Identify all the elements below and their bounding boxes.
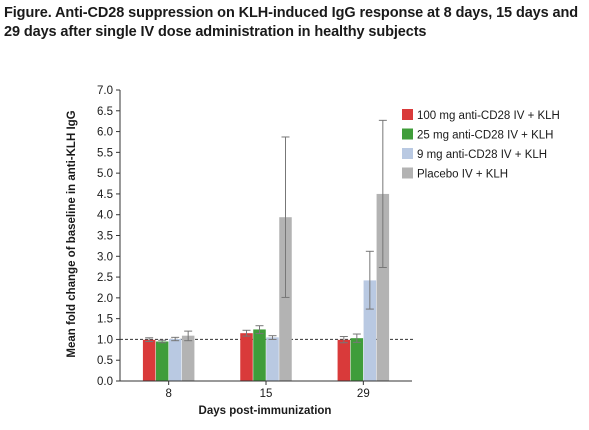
y-tick-label: 3.5 [97, 231, 113, 243]
bar [168, 339, 182, 381]
legend-swatch [402, 109, 413, 120]
legend-label: Placebo IV + KLH [417, 169, 508, 181]
y-tick-label: 1.5 [97, 314, 113, 326]
y-tick-label: 3.0 [97, 251, 113, 263]
y-tick-label: 2.5 [97, 272, 113, 284]
x-axis-title: Days post-immunization [199, 405, 332, 417]
y-tick-label: 5.0 [97, 168, 113, 180]
y-tick-label: 6.5 [97, 106, 113, 118]
bar [279, 217, 292, 381]
y-tick-label: 6.0 [97, 127, 113, 139]
bar [337, 339, 351, 381]
bar [266, 337, 279, 381]
bar [350, 338, 364, 381]
x-tick-label: 15 [260, 388, 273, 400]
y-tick-label: 0.5 [97, 355, 113, 367]
bar [376, 193, 390, 381]
legend-label: 100 mg anti-CD28 IV + KLH [417, 110, 560, 122]
y-tick-label: 2.0 [97, 293, 113, 305]
legend-label: 25 mg anti-CD28 IV + KLH [417, 130, 553, 142]
y-tick-label: 0.0 [97, 376, 113, 388]
chart-title: Figure. Anti-CD28 suppression on KLH-ind… [4, 5, 578, 40]
legend-label: 9 mg anti-CD28 IV + KLH [417, 149, 547, 161]
bar [155, 341, 169, 381]
y-axis-title: Mean fold change of baseline in anti-KLH… [66, 110, 78, 357]
legend-swatch [402, 128, 413, 140]
y-tick-label: 5.5 [97, 147, 113, 159]
legend-swatch [402, 167, 413, 179]
y-tick-label: 4.5 [97, 189, 113, 201]
y-tick-label: 1.0 [97, 334, 113, 346]
y-tick-label: 4.0 [97, 210, 113, 222]
legend-swatch [402, 148, 413, 159]
bar [253, 329, 266, 381]
bar [240, 333, 253, 381]
x-tick-label: 8 [165, 388, 171, 400]
x-tick-label: 29 [357, 388, 370, 400]
bar [142, 339, 156, 381]
y-tick-label: 7.0 [97, 85, 113, 97]
bar [363, 280, 377, 381]
bar [181, 335, 195, 381]
